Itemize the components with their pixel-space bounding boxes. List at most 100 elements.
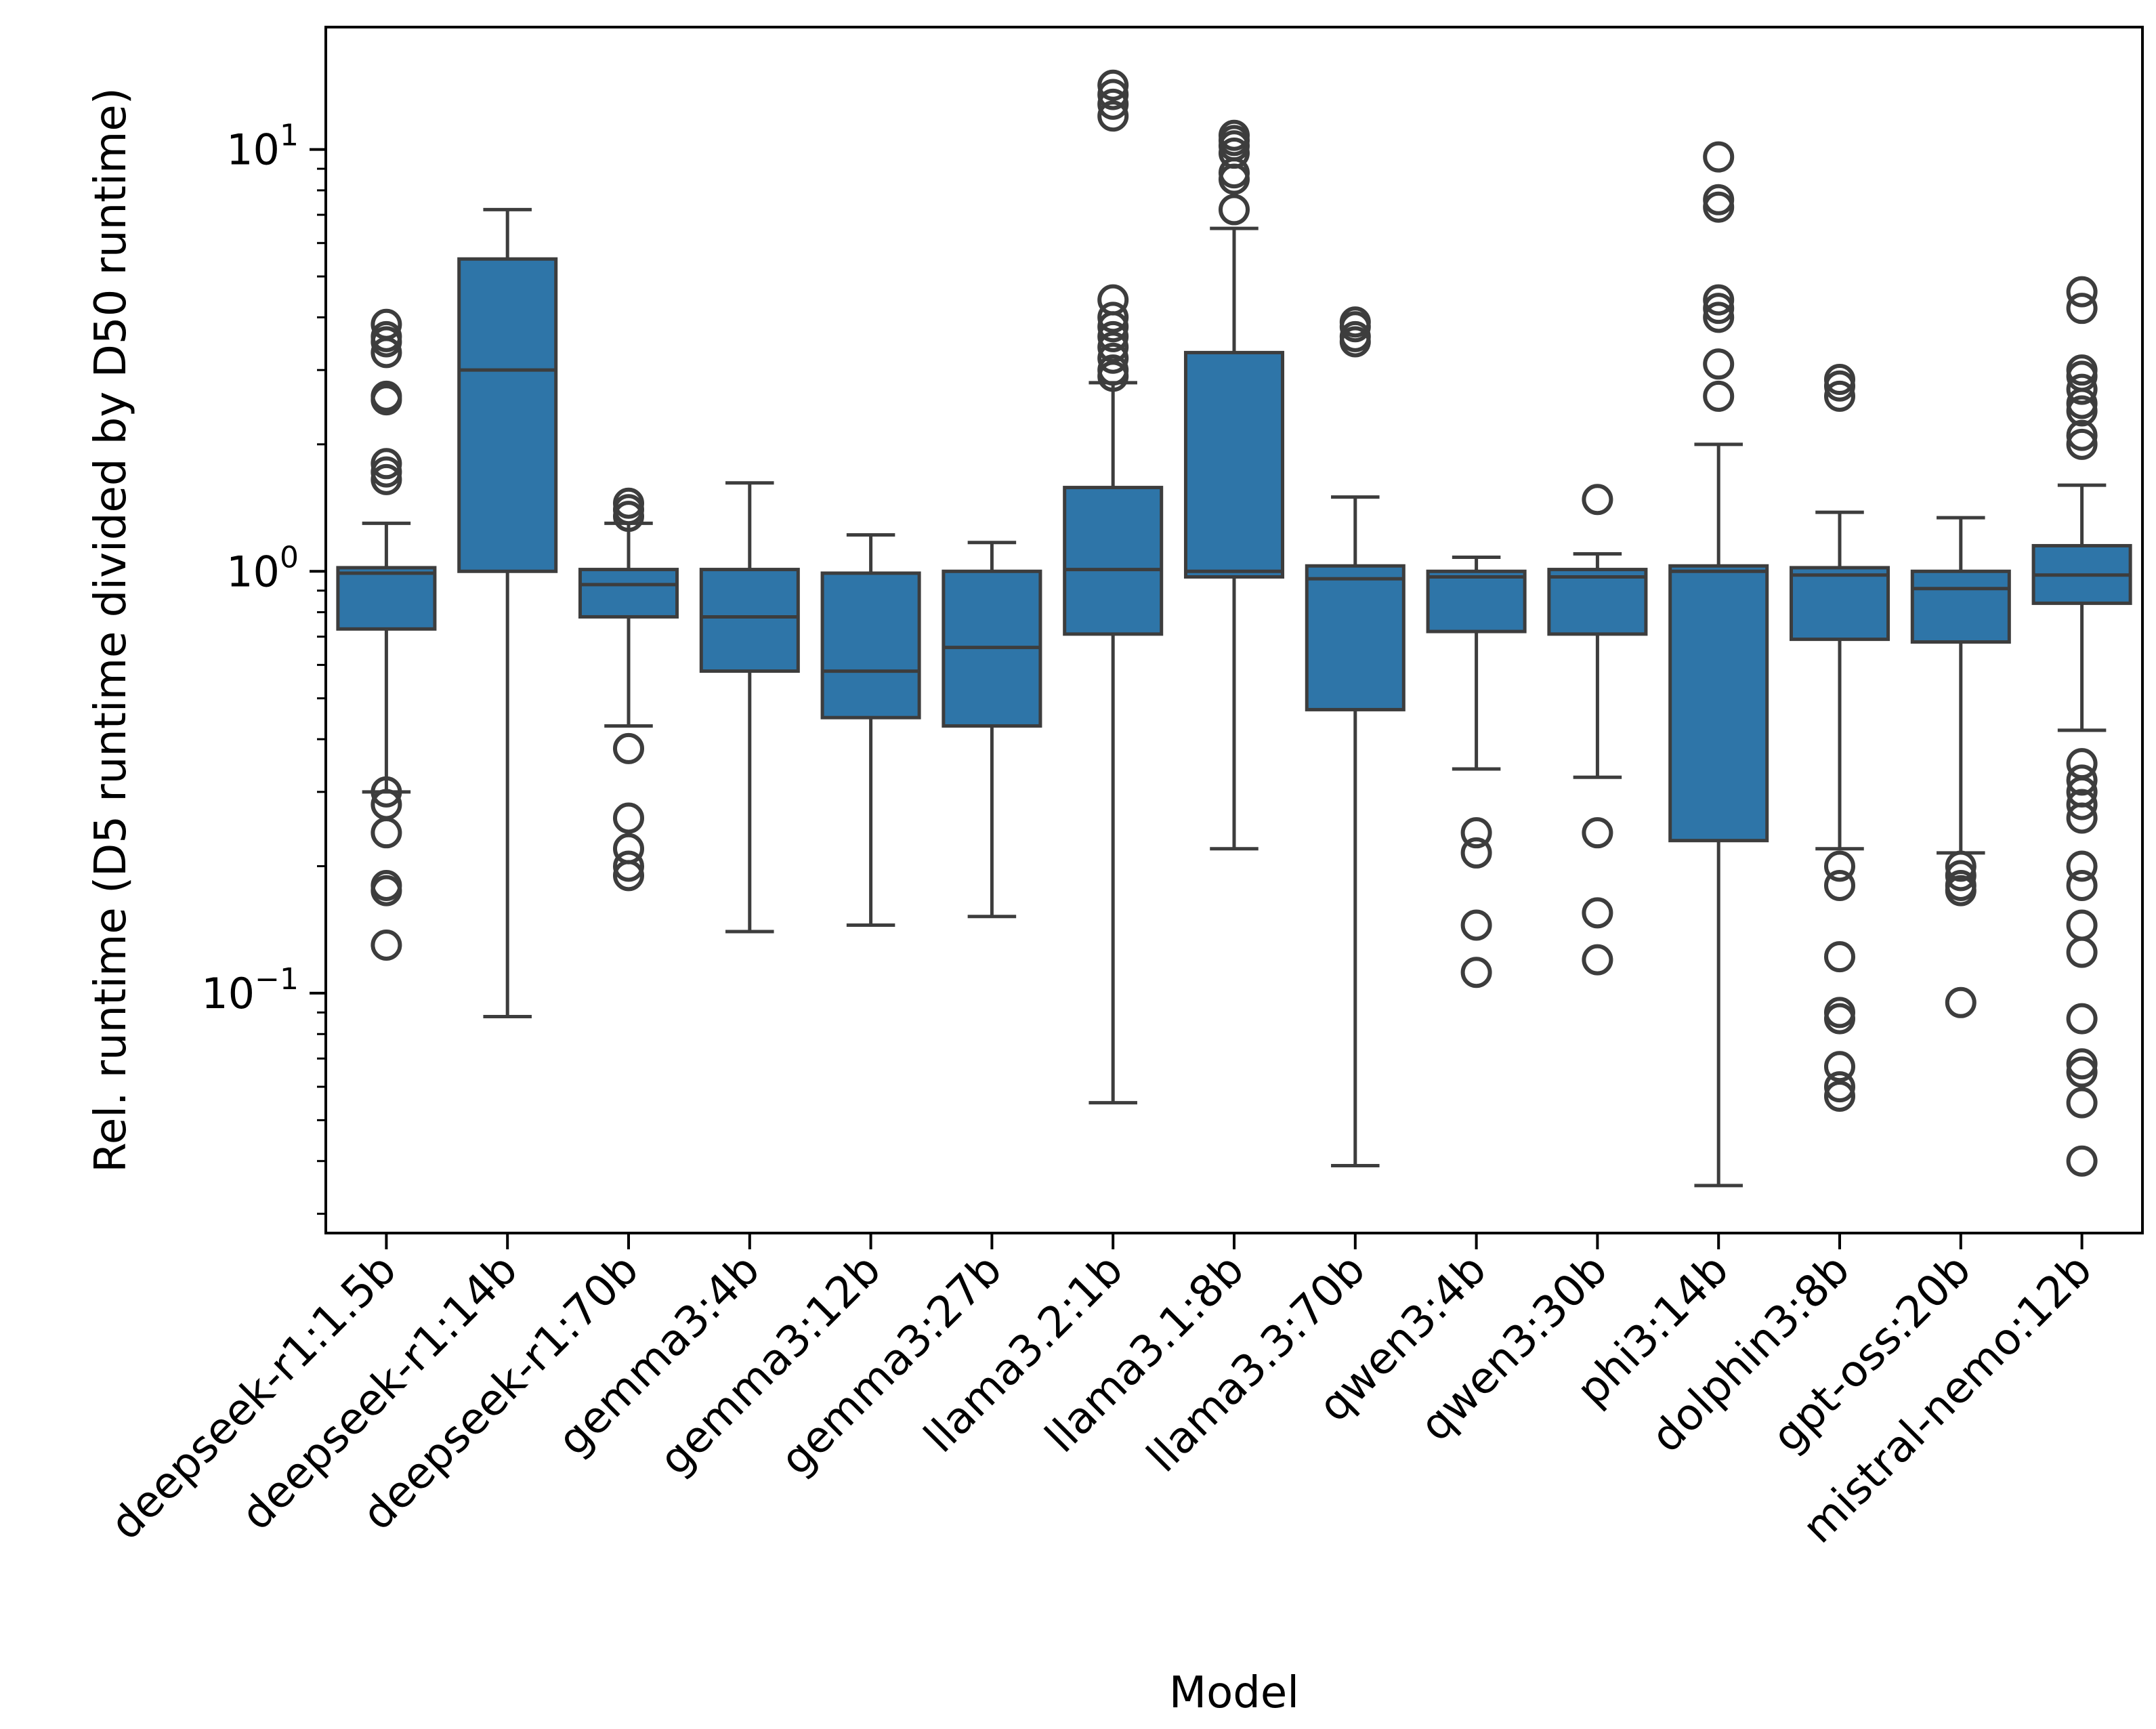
box-iqr bbox=[699, 568, 800, 673]
outlier-point bbox=[371, 789, 402, 820]
outlier-point bbox=[1824, 1080, 1855, 1112]
box-group-deepseek-r1:14b bbox=[457, 207, 558, 1018]
outlier-point bbox=[2066, 1087, 2098, 1119]
outlier-point bbox=[2066, 850, 2098, 882]
outlier-point bbox=[1582, 897, 1613, 929]
outlier-point bbox=[1219, 119, 1250, 151]
outlier-point bbox=[2066, 419, 2098, 451]
boxes-layer bbox=[336, 69, 2132, 1188]
box-group-deepseek-r1:1.5b bbox=[336, 308, 437, 961]
outlier-point bbox=[1339, 320, 1371, 352]
outlier-point bbox=[2066, 869, 2098, 901]
outlier-point bbox=[1460, 837, 1492, 869]
y-tick-label-exponent: −1 bbox=[255, 962, 299, 997]
outlier-point bbox=[371, 869, 402, 901]
outlier-point bbox=[1703, 380, 1735, 412]
y-tick-label-exponent: 0 bbox=[280, 540, 299, 575]
box-group-llama3.2:1b bbox=[1063, 69, 1164, 1105]
outlier-point bbox=[1824, 380, 1855, 412]
box-iqr bbox=[1183, 350, 1285, 579]
y-tick-label: 100 bbox=[226, 540, 299, 596]
outlier-point bbox=[1703, 184, 1735, 215]
outlier-point bbox=[1703, 284, 1735, 316]
outlier-point bbox=[1703, 141, 1735, 173]
y-tick-label-base: 10 bbox=[226, 125, 280, 175]
outlier-point bbox=[1339, 306, 1371, 338]
outlier-point bbox=[613, 802, 644, 834]
outlier-point bbox=[1582, 944, 1613, 976]
outlier-point bbox=[1824, 1051, 1855, 1083]
box-group-gemma3:27b bbox=[942, 541, 1042, 919]
outlier-point bbox=[371, 308, 402, 340]
outlier-point bbox=[2066, 764, 2098, 796]
box-group-llama3.1:8b bbox=[1183, 119, 1285, 851]
outlier-point bbox=[2066, 909, 2098, 941]
box-group-mistral-nemo:12b bbox=[2031, 276, 2132, 1177]
outlier-point bbox=[2066, 1003, 2098, 1035]
outlier-point bbox=[1824, 1071, 1855, 1103]
box-group-qwen3:30b bbox=[1547, 484, 1648, 976]
box-group-gemma3:4b bbox=[699, 481, 800, 934]
box-iqr bbox=[1668, 564, 1769, 843]
outlier-point bbox=[1945, 850, 1977, 882]
outlier-point bbox=[2066, 354, 2098, 386]
outlier-point bbox=[1097, 320, 1129, 352]
outlier-point bbox=[1703, 293, 1735, 325]
outlier-point bbox=[1945, 869, 1977, 901]
outlier-point bbox=[1824, 941, 1855, 973]
y-tick-label: 101 bbox=[226, 119, 299, 175]
outlier-point bbox=[371, 456, 402, 488]
box-iqr bbox=[1426, 569, 1527, 633]
outlier-point bbox=[1824, 997, 1855, 1028]
outlier-point bbox=[2066, 1056, 2098, 1088]
outlier-point bbox=[371, 380, 402, 412]
box-group-phi3:14b bbox=[1668, 141, 1769, 1188]
outlier-point bbox=[613, 850, 644, 882]
outlier-point bbox=[1945, 860, 1977, 892]
outlier-point bbox=[1582, 817, 1613, 849]
box-iqr bbox=[1547, 568, 1648, 636]
outlier-point bbox=[2066, 1145, 2098, 1177]
outlier-point bbox=[1097, 79, 1129, 110]
x-axis-label: Model bbox=[1169, 1668, 1299, 1718]
y-tick-label-base: 10 bbox=[226, 547, 280, 596]
y-tick-label-base: 10 bbox=[201, 969, 255, 1018]
box-iqr bbox=[1305, 564, 1405, 711]
outlier-point bbox=[1460, 817, 1492, 849]
outlier-point bbox=[613, 833, 644, 864]
outlier-point bbox=[1460, 909, 1492, 941]
outlier-point bbox=[1824, 364, 1855, 396]
outlier-point bbox=[2066, 276, 2098, 308]
box-iqr bbox=[457, 257, 558, 573]
outlier-point bbox=[1460, 957, 1492, 988]
outlier-point bbox=[1097, 331, 1129, 363]
outlier-point bbox=[1219, 194, 1250, 226]
box-group-qwen3:4b bbox=[1426, 555, 1527, 988]
outlier-point bbox=[2066, 373, 2098, 405]
box-iqr bbox=[820, 571, 921, 720]
outlier-point bbox=[1097, 88, 1129, 120]
box-iqr bbox=[1063, 486, 1164, 636]
box-group-deepseek-r1:70b bbox=[578, 487, 679, 892]
outlier-point bbox=[2066, 293, 2098, 325]
outlier-point bbox=[371, 776, 402, 808]
outlier-point bbox=[2066, 428, 2098, 460]
outlier-point bbox=[1945, 986, 1977, 1018]
outlier-point bbox=[1097, 354, 1129, 386]
box-iqr bbox=[1910, 569, 2011, 644]
outlier-point bbox=[2066, 789, 2098, 820]
outlier-point bbox=[1824, 869, 1855, 901]
outlier-point bbox=[1097, 342, 1129, 374]
outlier-point bbox=[1097, 284, 1129, 316]
box-group-llama3.3:70b bbox=[1305, 306, 1405, 1168]
y-tick-label-exponent: 1 bbox=[280, 119, 299, 153]
outlier-point bbox=[1097, 69, 1129, 101]
box-iqr bbox=[1789, 566, 1890, 642]
outlier-point bbox=[371, 929, 402, 961]
outlier-point bbox=[2066, 748, 2098, 780]
outlier-point bbox=[1097, 100, 1129, 132]
box-group-gemma3:12b bbox=[820, 533, 921, 927]
outlier-point bbox=[1582, 484, 1613, 516]
